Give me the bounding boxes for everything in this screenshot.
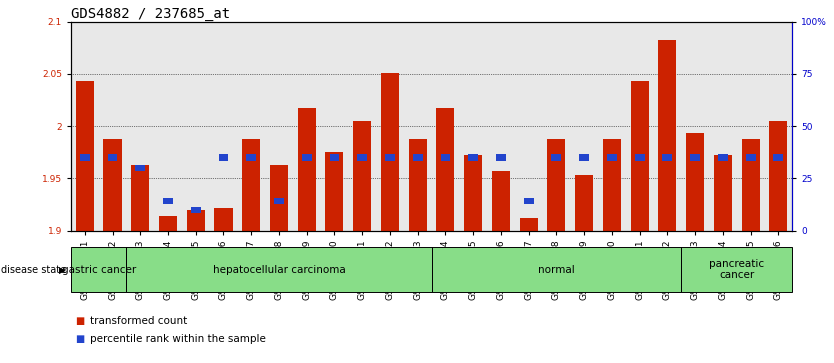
- Bar: [658, 40, 676, 231]
- Bar: [409, 139, 427, 231]
- Bar: [691, 154, 701, 160]
- Bar: [496, 154, 506, 160]
- Bar: [492, 171, 510, 231]
- Bar: [773, 154, 783, 160]
- Bar: [770, 121, 787, 231]
- Text: GDS4882 / 237685_at: GDS4882 / 237685_at: [71, 7, 230, 21]
- Bar: [381, 73, 399, 231]
- Bar: [135, 165, 145, 171]
- Bar: [354, 121, 371, 231]
- Bar: [242, 139, 260, 231]
- Bar: [436, 109, 455, 231]
- Bar: [686, 134, 704, 231]
- Bar: [714, 155, 732, 231]
- Bar: [159, 216, 177, 231]
- Bar: [163, 198, 173, 204]
- Text: transformed count: transformed count: [90, 316, 188, 326]
- Bar: [468, 154, 478, 160]
- Bar: [413, 154, 423, 160]
- Bar: [325, 152, 344, 231]
- Bar: [681, 247, 792, 292]
- Bar: [329, 154, 339, 160]
- Text: ▶: ▶: [59, 266, 66, 275]
- Bar: [270, 165, 288, 231]
- Bar: [214, 208, 233, 231]
- Bar: [631, 81, 649, 231]
- Bar: [551, 154, 561, 160]
- Bar: [465, 155, 482, 231]
- Bar: [108, 154, 118, 160]
- Bar: [302, 154, 312, 160]
- Bar: [746, 154, 756, 160]
- Bar: [187, 209, 205, 231]
- Bar: [357, 154, 367, 160]
- Bar: [662, 154, 672, 160]
- Bar: [191, 207, 201, 213]
- Bar: [103, 139, 122, 231]
- Bar: [440, 154, 450, 160]
- Text: gastric cancer: gastric cancer: [62, 265, 136, 274]
- Text: hepatocellular carcinoma: hepatocellular carcinoma: [213, 265, 345, 274]
- Bar: [76, 81, 93, 231]
- Bar: [274, 198, 284, 204]
- Bar: [80, 154, 90, 160]
- Bar: [131, 165, 149, 231]
- Text: ■: ■: [75, 334, 84, 344]
- Text: normal: normal: [538, 265, 575, 274]
- Bar: [718, 154, 728, 160]
- Bar: [298, 109, 316, 231]
- Bar: [127, 247, 432, 292]
- Text: disease state: disease state: [1, 265, 66, 276]
- Bar: [385, 154, 395, 160]
- Text: ■: ■: [75, 316, 84, 326]
- Text: percentile rank within the sample: percentile rank within the sample: [90, 334, 266, 344]
- Bar: [246, 154, 256, 160]
- Bar: [607, 154, 617, 160]
- Bar: [575, 175, 593, 231]
- Bar: [580, 154, 589, 160]
- Bar: [432, 247, 681, 292]
- Bar: [603, 139, 621, 231]
- Bar: [741, 139, 760, 231]
- Text: pancreatic
cancer: pancreatic cancer: [709, 259, 765, 280]
- Bar: [524, 198, 534, 204]
- Bar: [635, 154, 645, 160]
- Bar: [520, 218, 538, 231]
- Bar: [71, 247, 127, 292]
- Bar: [219, 154, 229, 160]
- Bar: [547, 139, 565, 231]
